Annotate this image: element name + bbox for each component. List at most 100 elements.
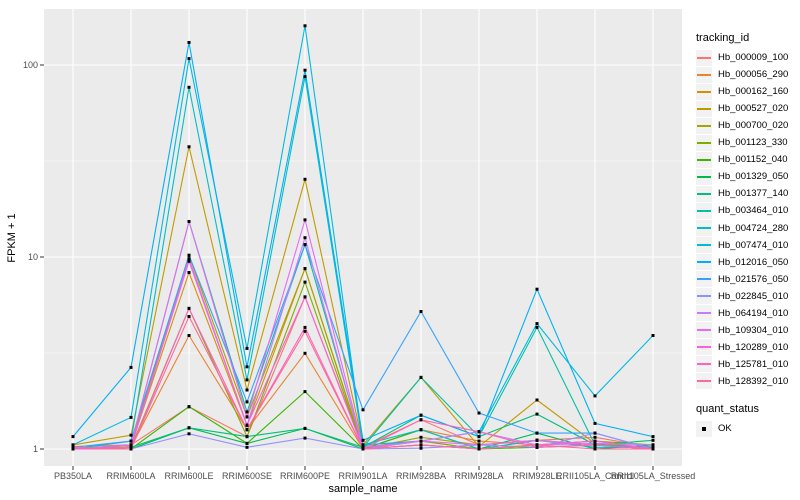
legend-item-Hb_001377_140: Hb_001377_140 xyxy=(696,185,788,202)
data-point xyxy=(651,334,655,337)
legend-item-label: Hb_021576_050 xyxy=(718,273,789,285)
data-point xyxy=(187,426,191,430)
data-point xyxy=(303,177,307,181)
data-point xyxy=(187,41,191,44)
data-point xyxy=(303,243,307,247)
data-point xyxy=(303,436,307,440)
legend-key-line-icon xyxy=(696,322,712,339)
data-point xyxy=(593,447,597,451)
data-point xyxy=(245,423,249,427)
data-point xyxy=(477,435,481,439)
data-point xyxy=(651,443,655,447)
data-point xyxy=(303,329,307,333)
legend-item-label: Hb_003464_010 xyxy=(718,205,789,217)
legend-item-quant-OK: OK xyxy=(696,420,732,437)
legend-item-Hb_000162_160: Hb_000162_160 xyxy=(696,83,788,100)
legend-key-line-icon xyxy=(696,185,712,202)
legend-item-label: Hb_000700_020 xyxy=(718,120,789,132)
legend-key-line-icon xyxy=(696,288,712,305)
data-point xyxy=(187,85,191,89)
data-point xyxy=(361,408,365,412)
legend-item-Hb_001152_040: Hb_001152_040 xyxy=(696,151,788,168)
legend-item-Hb_000009_100: Hb_000009_100 xyxy=(696,49,788,66)
data-point xyxy=(245,378,249,382)
data-point xyxy=(361,447,365,451)
data-point xyxy=(187,432,191,436)
data-point xyxy=(303,236,307,240)
data-point xyxy=(187,145,191,149)
y-tick-label: 1 xyxy=(33,444,38,454)
data-point xyxy=(245,415,249,419)
data-point xyxy=(419,413,423,417)
data-point xyxy=(245,441,249,445)
legend-key-point-icon xyxy=(696,420,712,437)
legend-item-label: Hb_022845_010 xyxy=(718,290,789,302)
data-point xyxy=(535,398,539,402)
data-point xyxy=(419,443,423,447)
data-point xyxy=(71,447,75,451)
data-point xyxy=(71,443,75,447)
data-point xyxy=(535,287,539,291)
data-point xyxy=(593,421,597,425)
legend-item-label: Hb_109304_010 xyxy=(718,324,789,336)
x-tick-label: RRIM928BA xyxy=(396,471,446,481)
data-point xyxy=(245,346,249,350)
x-tick-label: RRIM928LE xyxy=(512,471,561,481)
legend-key-line-icon xyxy=(696,339,712,356)
legend-title-quant-status: quant_status xyxy=(696,403,759,415)
data-point xyxy=(129,445,133,449)
legend-item-label: Hb_001377_140 xyxy=(718,188,789,200)
legend-item-label: Hb_004724_280 xyxy=(718,222,789,234)
data-point xyxy=(419,310,423,313)
data-point xyxy=(129,365,133,369)
legend-item-label: Hb_000056_290 xyxy=(718,69,789,81)
data-point xyxy=(361,443,365,447)
legend-item-label: Hb_120289_010 xyxy=(718,341,789,353)
legend-item-label: Hb_125781_010 xyxy=(718,358,789,370)
data-point xyxy=(535,445,539,449)
legend-panel: tracking_id Hb_000009_100 Hb_000056_290 Hb… xyxy=(694,0,800,500)
legend-item-Hb_021576_050: Hb_021576_050 xyxy=(696,271,788,288)
legend-item-Hb_000700_020: Hb_000700_020 xyxy=(696,117,788,134)
data-point xyxy=(187,257,191,261)
legend-item-Hb_001123_330: Hb_001123_330 xyxy=(696,134,788,151)
data-point xyxy=(535,325,539,329)
legend-key-line-icon xyxy=(696,117,712,134)
legend-item-label: Hb_000162_160 xyxy=(718,86,789,98)
data-point xyxy=(303,24,307,28)
legend-key-line-icon xyxy=(696,220,712,236)
data-point xyxy=(593,435,597,439)
y-tick-label: 100 xyxy=(23,60,38,70)
data-point xyxy=(419,435,423,439)
x-tick-label: PB350LA xyxy=(54,471,92,481)
data-point xyxy=(477,443,481,447)
legend-item-Hb_125781_010: Hb_125781_010 xyxy=(696,356,788,373)
legend-title-tracking-id: tracking_id xyxy=(696,32,750,44)
data-point xyxy=(129,433,133,437)
x-tick-label: RRIM600LA xyxy=(106,471,155,481)
data-point xyxy=(535,438,539,442)
legend-key-line-icon xyxy=(696,271,712,288)
x-tick-label: RRII105LA_Control xyxy=(556,471,634,481)
legend-item-label: Hb_064194_010 xyxy=(718,307,789,319)
data-point xyxy=(303,426,307,430)
data-point xyxy=(361,445,365,449)
legend-item-Hb_109304_010: Hb_109304_010 xyxy=(696,322,788,339)
legend-item-Hb_000056_290: Hb_000056_290 xyxy=(696,66,788,83)
x-tick-label: RRII105LA_Stressed xyxy=(611,471,696,481)
legend-item-label: Hb_000527_020 xyxy=(718,103,789,115)
legend-item-Hb_064194_010: Hb_064194_010 xyxy=(696,305,788,322)
data-point xyxy=(187,220,191,223)
data-point xyxy=(187,334,191,337)
x-tick-label: RRIM600LE xyxy=(164,471,213,481)
legend-key-line-icon xyxy=(696,168,712,185)
data-point xyxy=(535,322,539,326)
data-point xyxy=(245,428,249,432)
data-point xyxy=(187,259,191,263)
data-point xyxy=(129,447,133,451)
y-tick-label: 10 xyxy=(28,252,38,262)
data-point xyxy=(477,445,481,448)
data-point xyxy=(593,394,597,398)
y-axis-title: FPKM + 1 xyxy=(6,213,18,262)
